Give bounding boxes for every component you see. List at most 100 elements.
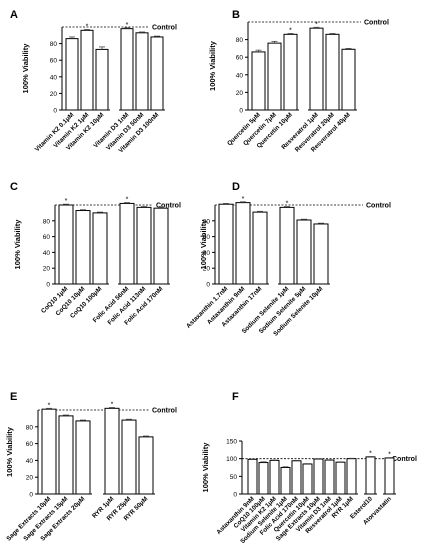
bar bbox=[41, 408, 57, 495]
y-tick-label: 60 bbox=[26, 441, 34, 448]
y-tick-label: 80 bbox=[43, 218, 51, 225]
bar bbox=[313, 223, 329, 285]
bar bbox=[218, 203, 234, 285]
bar bbox=[65, 38, 79, 111]
bar bbox=[252, 211, 268, 285]
bar bbox=[324, 459, 335, 495]
bar bbox=[120, 28, 134, 111]
significance-star: * bbox=[111, 401, 114, 408]
y-tick-label: 80 bbox=[236, 37, 244, 44]
y-tick-label: 20 bbox=[236, 90, 244, 97]
y-axis-label: 100% Viability bbox=[21, 43, 30, 94]
bar bbox=[75, 210, 91, 285]
panel-letter: E bbox=[10, 391, 17, 403]
bar bbox=[119, 202, 135, 285]
bar bbox=[346, 458, 357, 495]
control-label: Control bbox=[152, 25, 177, 32]
y-tick-label: 50 bbox=[230, 474, 238, 481]
y-axis-label: 100% Viability bbox=[199, 219, 208, 270]
bar bbox=[283, 33, 298, 111]
significance-star: * bbox=[48, 402, 51, 409]
bar bbox=[251, 51, 266, 111]
bar bbox=[136, 206, 152, 285]
panel-letter: B bbox=[232, 9, 240, 21]
panel-letter: F bbox=[232, 391, 239, 403]
y-tick-label: 20 bbox=[50, 91, 58, 98]
y-tick-label: 0 bbox=[53, 108, 57, 115]
y-tick-label: 20 bbox=[203, 266, 211, 273]
y-axis-label: 100% Viability bbox=[5, 426, 14, 477]
bar bbox=[80, 29, 94, 111]
significance-star: * bbox=[369, 451, 372, 458]
y-tick-label: 0 bbox=[239, 108, 243, 115]
y-tick-label: 60 bbox=[236, 55, 244, 62]
y-axis-label: 100% Viability bbox=[13, 219, 22, 270]
control-label: Control bbox=[156, 203, 181, 210]
y-tick-label: 20 bbox=[43, 266, 51, 273]
bar bbox=[153, 207, 169, 285]
bar bbox=[296, 219, 312, 285]
bar bbox=[365, 456, 376, 495]
control-label: Control bbox=[392, 456, 417, 463]
significance-star: * bbox=[286, 201, 289, 208]
bar bbox=[309, 27, 324, 111]
panel-letter: D bbox=[232, 181, 240, 193]
bar bbox=[95, 48, 109, 111]
significance-star: * bbox=[388, 452, 391, 459]
significance-star: * bbox=[86, 23, 89, 30]
significance-star: * bbox=[289, 27, 292, 34]
y-tick-label: 100 bbox=[226, 456, 237, 463]
y-tick-label: 80 bbox=[50, 41, 58, 48]
y-tick-label: 150 bbox=[226, 439, 237, 446]
bar bbox=[92, 212, 108, 285]
panel-letter: A bbox=[10, 9, 18, 21]
control-label: Control bbox=[366, 203, 391, 210]
y-tick-label: 0 bbox=[206, 282, 210, 289]
y-tick-label: 0 bbox=[233, 492, 237, 499]
y-tick-label: 60 bbox=[43, 234, 51, 241]
panel-letter: C bbox=[10, 181, 18, 193]
y-tick-label: 40 bbox=[43, 250, 51, 257]
y-tick-label: 80 bbox=[26, 424, 34, 431]
bar bbox=[247, 458, 258, 495]
bar bbox=[341, 48, 356, 111]
bar bbox=[150, 36, 164, 111]
bar bbox=[335, 461, 346, 495]
significance-star: * bbox=[65, 198, 68, 205]
bar bbox=[325, 33, 340, 111]
y-tick-label: 40 bbox=[50, 74, 58, 81]
y-tick-label: 40 bbox=[26, 458, 34, 465]
bar bbox=[138, 436, 154, 495]
bar bbox=[121, 419, 137, 495]
bar bbox=[302, 463, 313, 495]
bar bbox=[313, 458, 324, 495]
bar bbox=[75, 420, 91, 495]
bar bbox=[135, 32, 149, 111]
significance-star: * bbox=[126, 197, 129, 204]
control-label: Control bbox=[152, 408, 177, 415]
y-tick-label: 0 bbox=[29, 492, 33, 499]
bar bbox=[235, 202, 251, 285]
y-tick-label: 60 bbox=[203, 234, 211, 241]
y-axis-label: 100% Viability bbox=[208, 40, 217, 91]
control-label: Control bbox=[364, 20, 389, 27]
bar bbox=[58, 415, 74, 495]
bar bbox=[258, 462, 269, 495]
y-tick-label: 80 bbox=[203, 218, 211, 225]
y-tick-label: 40 bbox=[236, 72, 244, 79]
bar bbox=[267, 42, 282, 111]
y-tick-label: 20 bbox=[26, 475, 34, 482]
y-tick-label: 0 bbox=[46, 282, 50, 289]
y-tick-label: 40 bbox=[203, 250, 211, 257]
bar bbox=[269, 459, 280, 495]
significance-star: * bbox=[315, 21, 318, 28]
significance-star: * bbox=[242, 196, 245, 203]
bar bbox=[384, 457, 395, 495]
bar bbox=[104, 407, 120, 495]
